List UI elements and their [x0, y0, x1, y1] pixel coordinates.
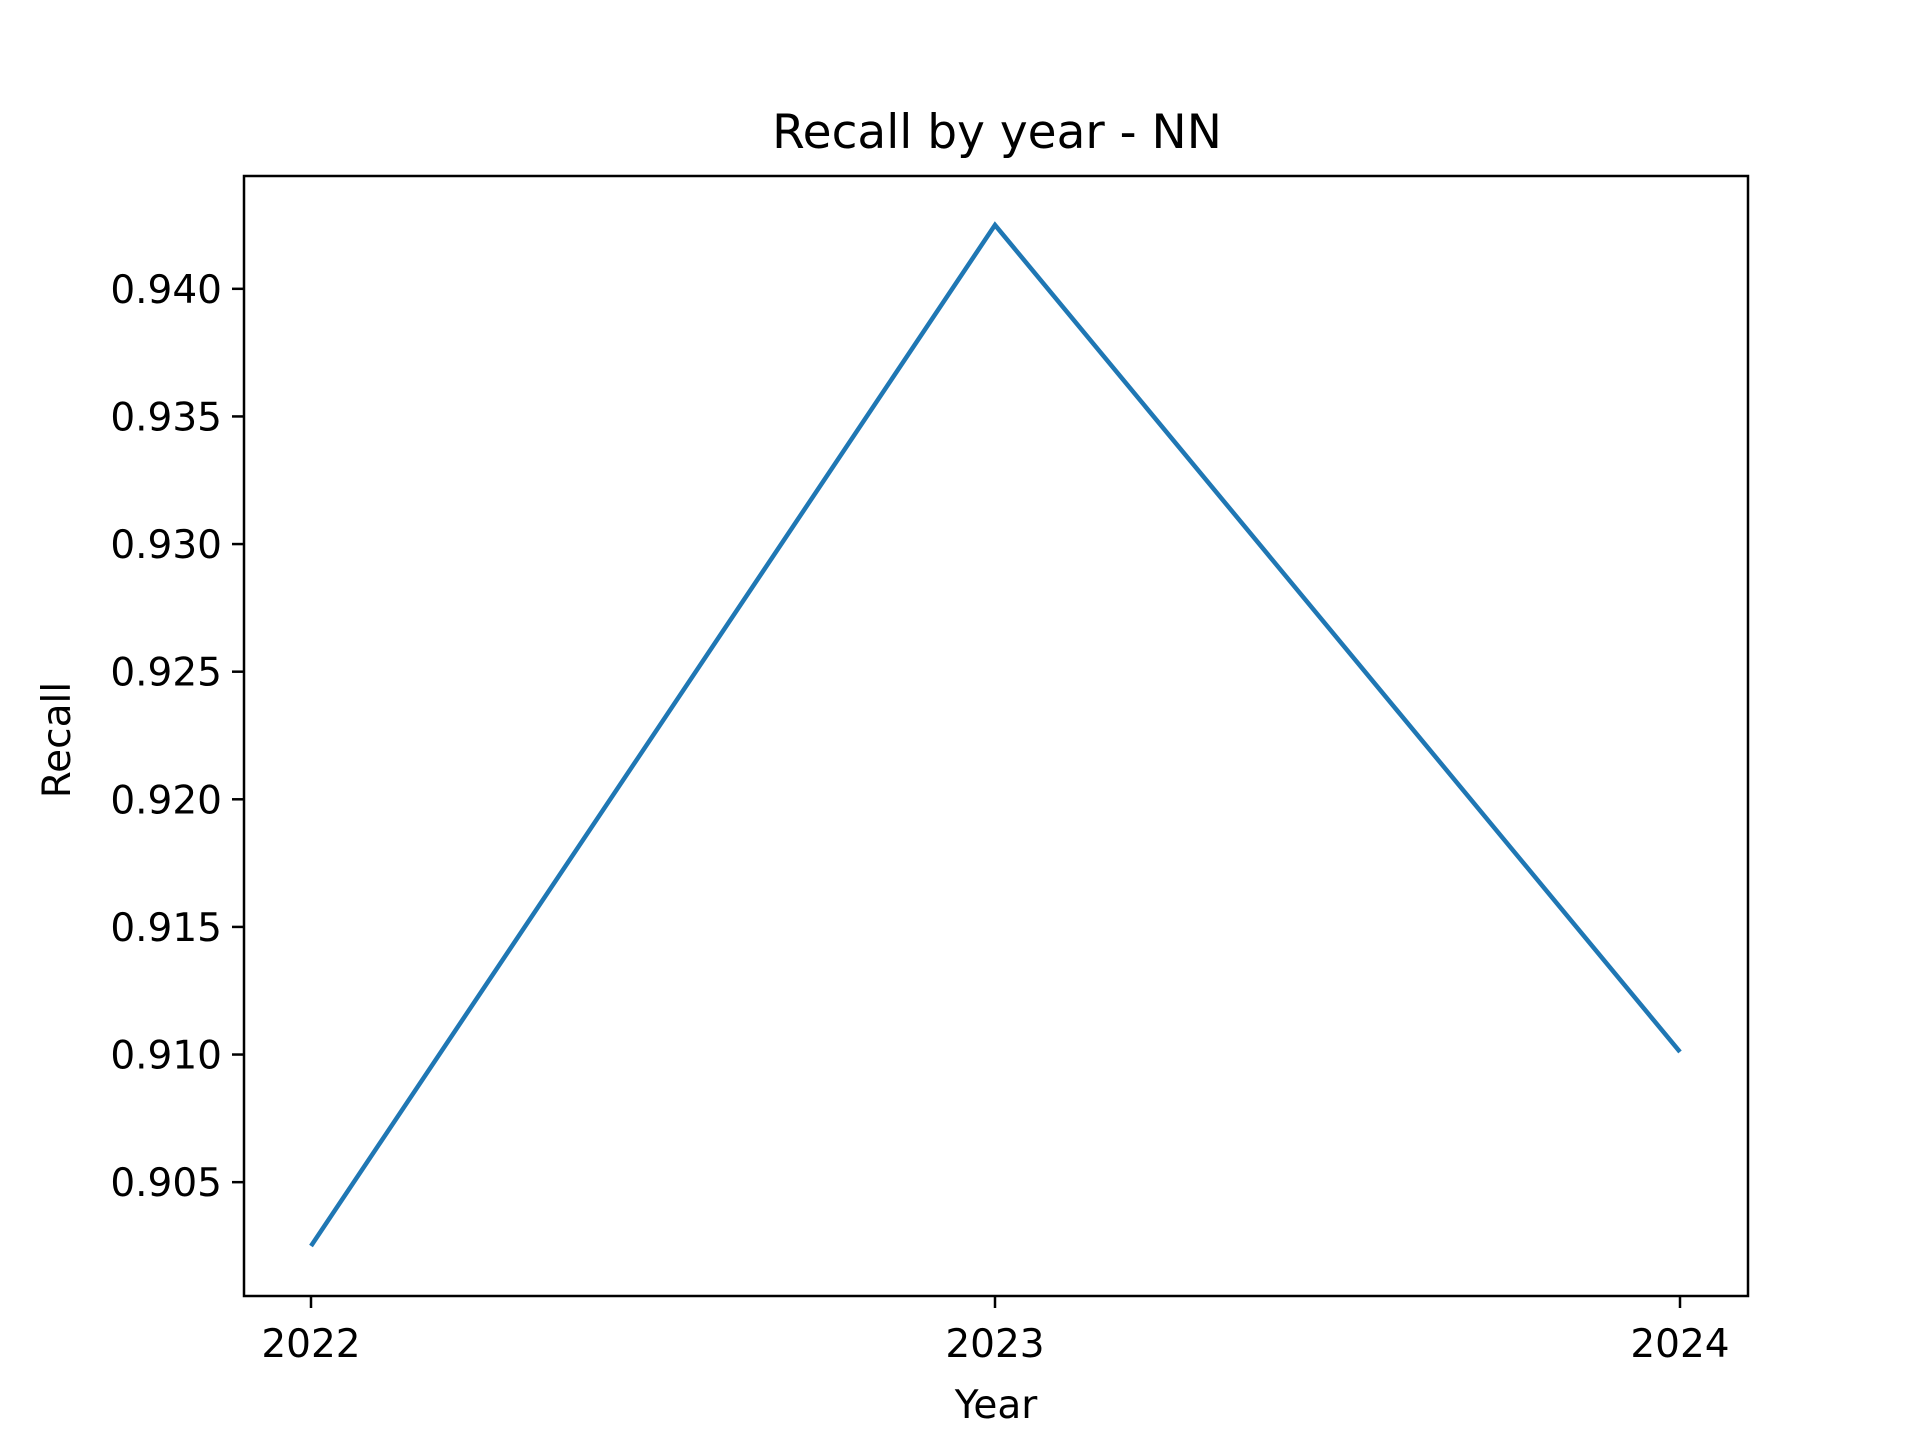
y-tick-label: 0.940 [110, 268, 222, 313]
plot-area [242, 174, 1750, 1298]
y-tick-label: 0.905 [110, 1161, 222, 1206]
series-line [309, 221, 1682, 1248]
x-tick-label: 2023 [945, 1322, 1044, 1367]
series-layer [309, 221, 1682, 1248]
plot-frame [242, 174, 1750, 1298]
y-axis-ticks: 0.905 0.910 0.915 0.920 0.925 0.930 0.935 0.940 [110, 268, 244, 1206]
y-tick-label: 0.930 [110, 523, 222, 568]
y-tick-label: 0.910 [110, 1034, 222, 1079]
x-axis-title: Year [954, 1383, 1039, 1428]
chart-title: Recall by year - NN [772, 105, 1222, 160]
x-axis-ticks: 2022 2023 2024 [261, 1296, 1730, 1367]
y-tick-label: 0.915 [110, 906, 222, 951]
y-tick-label: 0.925 [110, 651, 222, 696]
y-tick-label: 0.920 [110, 778, 222, 823]
y-axis-title: Recall [35, 682, 80, 798]
y-tick-label: 0.935 [110, 395, 222, 440]
x-tick-label: 2022 [261, 1322, 360, 1367]
x-tick-label: 2024 [1630, 1322, 1729, 1367]
